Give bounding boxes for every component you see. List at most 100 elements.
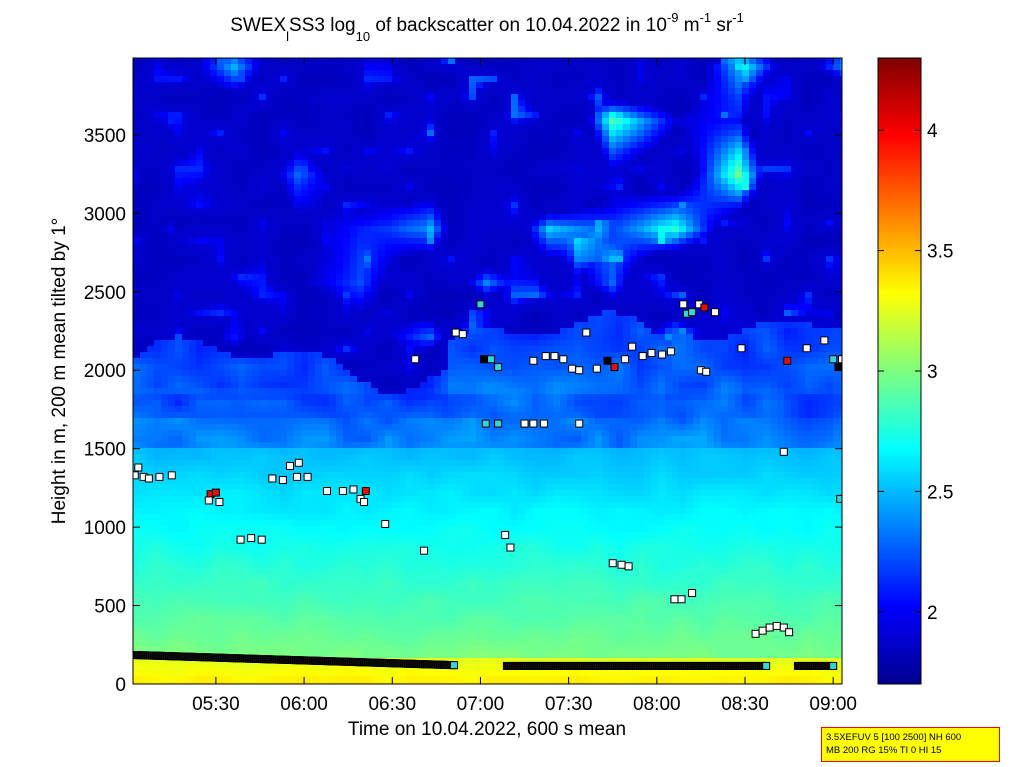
heatmap-cell [140, 76, 148, 83]
heatmap-cell [315, 370, 323, 377]
heatmap-cell [259, 406, 267, 413]
heatmap-cell [343, 310, 351, 317]
heatmap-cell [147, 100, 155, 107]
heatmap-cell [287, 352, 295, 359]
heatmap-cell [357, 172, 365, 179]
heatmap-cell [399, 358, 407, 365]
heatmap-cell [161, 418, 169, 425]
heatmap-cell [336, 592, 344, 599]
heatmap-cell [224, 268, 232, 275]
heatmap-cell [140, 442, 148, 449]
heatmap-cell [364, 634, 372, 641]
heatmap-cell [301, 136, 309, 143]
heatmap-cell [287, 436, 295, 443]
heatmap-cell [413, 232, 421, 239]
heatmap-cell [154, 460, 162, 467]
heatmap-cell [182, 94, 190, 101]
heatmap-cell [350, 532, 358, 539]
heatmap-cell [308, 460, 316, 467]
heatmap-cell [343, 436, 351, 443]
heatmap-cell [336, 574, 344, 581]
heatmap-cell [231, 142, 239, 149]
heatmap-cell [399, 466, 407, 473]
heatmap-cell [371, 400, 379, 407]
heatmap-cell [231, 322, 239, 329]
heatmap-cell [455, 646, 463, 653]
heatmap-cell [189, 484, 197, 491]
heatmap-cell [364, 298, 372, 305]
heatmap-cell [343, 148, 351, 155]
heatmap-cell [287, 220, 295, 227]
heatmap-cell [462, 250, 470, 257]
heatmap-cell [441, 220, 449, 227]
heatmap-cell [196, 412, 204, 419]
heatmap-cell [280, 286, 288, 293]
heatmap-cell [287, 304, 295, 311]
heatmap-cell [364, 628, 372, 635]
heatmap-cell [217, 154, 225, 161]
heatmap-cell [280, 598, 288, 605]
heatmap-cell [308, 148, 316, 155]
heatmap-cell [322, 70, 330, 77]
heatmap-cell [420, 424, 428, 431]
heatmap-cell [399, 328, 407, 335]
heatmap-cell [140, 184, 148, 191]
heatmap-cell [294, 292, 302, 299]
heatmap-cell [189, 70, 197, 77]
heatmap-cell [336, 562, 344, 569]
heatmap-cell [252, 556, 260, 563]
heatmap-cell [315, 334, 323, 341]
heatmap-cell [455, 598, 463, 605]
heatmap-cell [147, 220, 155, 227]
heatmap-cell [266, 616, 274, 623]
heatmap-cell [308, 160, 316, 167]
heatmap-cell [203, 268, 211, 275]
heatmap-cell [441, 472, 449, 479]
heatmap-cell [273, 652, 281, 659]
heatmap-cell [364, 280, 372, 287]
heatmap-cell [196, 484, 204, 491]
heatmap-cell [273, 448, 281, 455]
heatmap-cell [266, 358, 274, 365]
heatmap-cell [322, 148, 330, 155]
heatmap-cell [189, 100, 197, 107]
heatmap-cell [350, 202, 358, 209]
heatmap-cell [217, 190, 225, 197]
heatmap-cell [189, 640, 197, 647]
heatmap-cell [245, 604, 253, 611]
heatmap-cell [210, 202, 218, 209]
heatmap-cell [161, 304, 169, 311]
heatmap-cell [420, 604, 428, 611]
heatmap-cell [196, 112, 204, 119]
heatmap-cell [133, 298, 141, 305]
heatmap-cell [147, 184, 155, 191]
heatmap-cell [434, 538, 442, 545]
heatmap-cell [280, 208, 288, 215]
heatmap-cell [364, 646, 372, 653]
heatmap-cell [252, 148, 260, 155]
heatmap-cell [294, 340, 302, 347]
heatmap-cell [315, 574, 323, 581]
heatmap-cell [455, 58, 463, 65]
heatmap-cell [336, 148, 344, 155]
heatmap-cell [308, 418, 316, 425]
heatmap-cell [294, 268, 302, 275]
heatmap-cell [196, 472, 204, 479]
heatmap-cell [140, 106, 148, 113]
heatmap-cell [413, 586, 421, 593]
heatmap-cell [161, 322, 169, 329]
heatmap-cell [252, 130, 260, 137]
heatmap-cell [364, 610, 372, 617]
heatmap-cell [266, 676, 274, 683]
heatmap-cell [364, 592, 372, 599]
heatmap-cell [252, 208, 260, 215]
heatmap-cell [217, 532, 225, 539]
heatmap-cell [413, 484, 421, 491]
heatmap-cell [455, 286, 463, 293]
heatmap-cell [406, 442, 414, 449]
heatmap-cell [385, 208, 393, 215]
heatmap-cell [448, 88, 456, 95]
heatmap-cell [280, 454, 288, 461]
heatmap-cell [259, 424, 267, 431]
heatmap-cell [154, 82, 162, 89]
